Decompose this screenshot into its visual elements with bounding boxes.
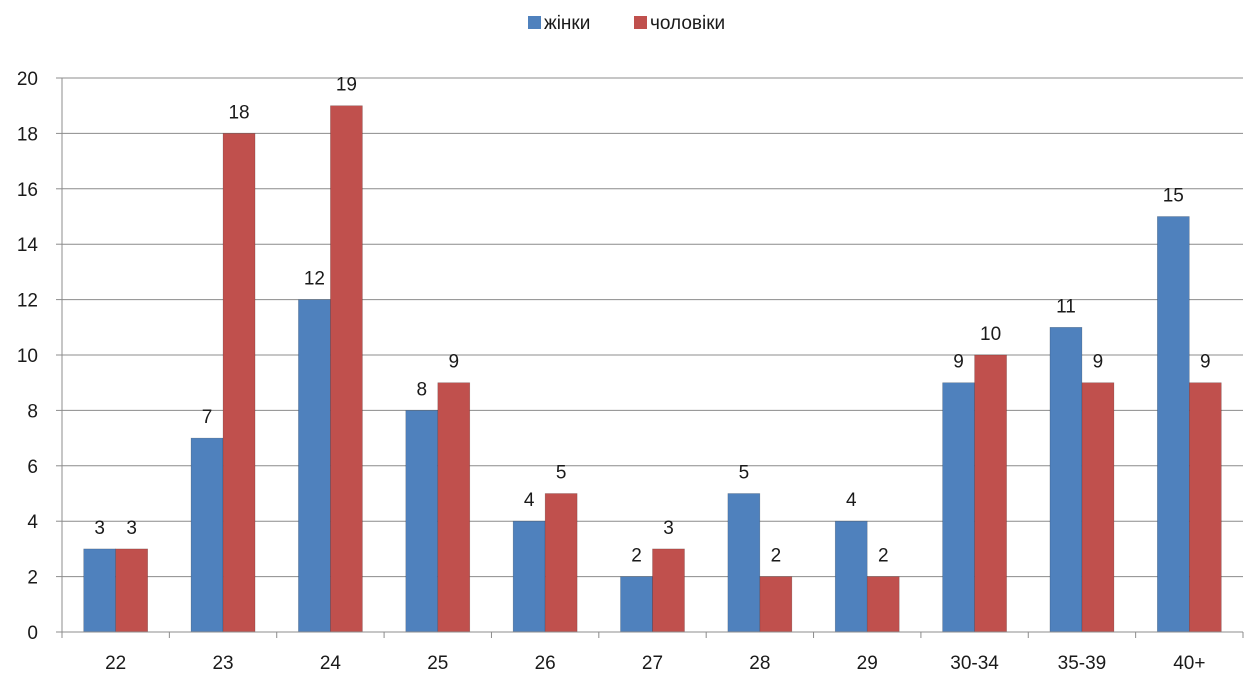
bar-series-2 bbox=[1081, 382, 1115, 633]
y-tick-label: 14 bbox=[17, 235, 39, 256]
y-tick-label: 4 bbox=[27, 512, 38, 533]
y-tick-label: 12 bbox=[17, 291, 38, 312]
data-label: 4 bbox=[846, 490, 857, 511]
data-label: 10 bbox=[980, 324, 1001, 345]
y-tick-label: 16 bbox=[17, 180, 38, 201]
bar-series-1 bbox=[190, 437, 224, 633]
data-label: 7 bbox=[202, 407, 213, 428]
bar-series-1 bbox=[620, 576, 653, 633]
bar-series-2 bbox=[222, 133, 256, 633]
bar-series-1 bbox=[1157, 216, 1190, 633]
legend-label: жінки bbox=[544, 13, 590, 34]
gridlines bbox=[62, 77, 1243, 578]
legend: жінки чоловіки bbox=[528, 13, 725, 34]
legend-label: чоловіки bbox=[650, 13, 725, 34]
x-tick-label: 26 bbox=[535, 653, 556, 674]
data-label: 3 bbox=[663, 518, 674, 539]
x-tick-label: 40+ bbox=[1173, 653, 1205, 674]
data-label: 5 bbox=[739, 463, 750, 484]
y-tick-label: 8 bbox=[27, 401, 38, 422]
x-axis: 22 23 24 25 26 27 28 29 30-34 35-39 40+ bbox=[61, 631, 1244, 674]
data-label: 19 bbox=[336, 75, 357, 96]
y-tick-label: 18 bbox=[17, 124, 38, 145]
x-tick-label: 29 bbox=[857, 653, 878, 674]
y-axis: 0 2 4 6 8 10 12 14 16 18 20 bbox=[17, 69, 63, 644]
bar-series-2 bbox=[330, 105, 363, 633]
data-label: 15 bbox=[1163, 186, 1184, 207]
x-tick-label: 24 bbox=[320, 653, 342, 674]
x-tick-label: 28 bbox=[749, 653, 770, 674]
data-label: 2 bbox=[631, 546, 642, 567]
y-tick-label: 6 bbox=[27, 457, 38, 478]
bar-series-2 bbox=[544, 493, 578, 633]
bar-series-2 bbox=[652, 548, 685, 633]
bars bbox=[83, 105, 1222, 633]
data-label: 9 bbox=[448, 352, 459, 373]
x-tick-label: 22 bbox=[105, 653, 126, 674]
data-label: 8 bbox=[416, 379, 427, 400]
legend-swatch bbox=[528, 16, 541, 29]
x-tick-label: 25 bbox=[427, 653, 448, 674]
data-label: 11 bbox=[1056, 296, 1076, 317]
data-label: 12 bbox=[304, 269, 325, 290]
x-tick-label: 27 bbox=[642, 653, 663, 674]
bar-series-1 bbox=[834, 520, 868, 633]
data-label: 9 bbox=[1093, 352, 1104, 373]
bar-series-2 bbox=[866, 576, 900, 633]
bar-series-1 bbox=[405, 410, 439, 633]
data-label: 5 bbox=[556, 463, 567, 484]
bar-series-2 bbox=[115, 548, 148, 633]
data-label: 9 bbox=[1200, 352, 1211, 373]
bar-series-1 bbox=[942, 382, 975, 633]
data-label: 2 bbox=[878, 546, 889, 567]
data-label: 9 bbox=[953, 352, 964, 373]
data-label: 4 bbox=[524, 490, 535, 511]
bar-series-1 bbox=[298, 299, 331, 633]
y-tick-label: 2 bbox=[27, 568, 38, 589]
data-label: 18 bbox=[228, 102, 249, 123]
bar-series-2 bbox=[437, 382, 471, 633]
bar-series-1 bbox=[512, 520, 546, 633]
x-tick-label: 23 bbox=[212, 653, 233, 674]
y-tick-label: 20 bbox=[17, 69, 38, 90]
data-label: 2 bbox=[771, 546, 782, 567]
x-tick-label: 35-39 bbox=[1058, 653, 1107, 674]
bar-series-2 bbox=[1189, 382, 1222, 633]
x-tick-label: 30-34 bbox=[950, 653, 999, 674]
bar-series-1 bbox=[1049, 326, 1083, 633]
legend-swatch bbox=[634, 16, 647, 29]
bar-series-1 bbox=[83, 548, 116, 633]
data-label: 3 bbox=[126, 518, 137, 539]
data-label: 3 bbox=[94, 518, 105, 539]
bar-series-2 bbox=[974, 354, 1007, 633]
bar-series-1 bbox=[727, 493, 761, 633]
bar-series-2 bbox=[759, 576, 793, 633]
y-tick-label: 0 bbox=[27, 623, 38, 644]
y-tick-label: 10 bbox=[17, 346, 38, 367]
